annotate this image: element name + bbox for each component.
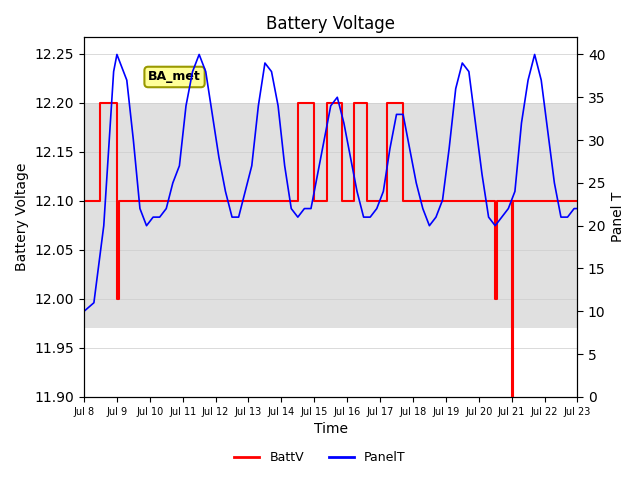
Title: Battery Voltage: Battery Voltage bbox=[266, 15, 396, 33]
Bar bbox=[84, 103, 577, 328]
Y-axis label: Battery Voltage: Battery Voltage bbox=[15, 163, 29, 271]
Text: BA_met: BA_met bbox=[148, 71, 201, 84]
Legend: BattV, PanelT: BattV, PanelT bbox=[229, 446, 411, 469]
X-axis label: Time: Time bbox=[314, 422, 348, 436]
Y-axis label: Panel T: Panel T bbox=[611, 192, 625, 242]
